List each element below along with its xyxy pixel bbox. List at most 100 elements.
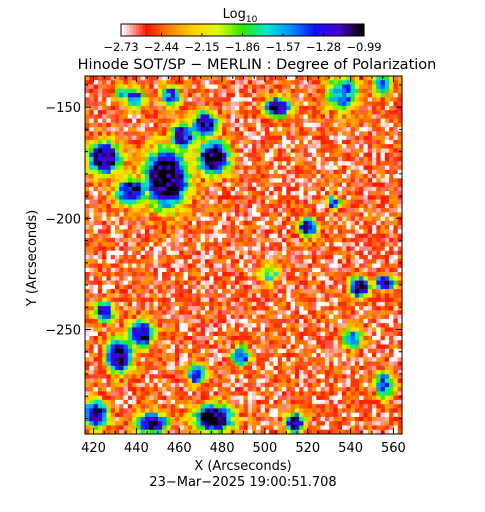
heatmap-cell bbox=[320, 148, 326, 154]
heatmap-cell bbox=[226, 280, 231, 286]
heatmap-cell bbox=[93, 318, 99, 324]
heatmap-cell bbox=[372, 348, 377, 354]
heatmap-cell bbox=[359, 186, 364, 192]
heatmap-cell bbox=[187, 250, 193, 256]
heatmap-cell bbox=[196, 289, 201, 294]
heatmap-cell bbox=[273, 208, 279, 213]
heatmap-cell bbox=[333, 335, 339, 341]
heatmap-cell bbox=[329, 259, 334, 264]
heatmap-cell bbox=[312, 284, 317, 290]
heatmap-cell bbox=[264, 169, 270, 175]
heatmap-cell bbox=[354, 284, 360, 290]
heatmap-cell bbox=[277, 88, 283, 94]
heatmap-cell bbox=[187, 135, 193, 141]
heatmap-cell bbox=[127, 212, 133, 217]
heatmap-cell bbox=[346, 220, 351, 226]
heatmap-cell bbox=[372, 276, 377, 281]
heatmap-cell bbox=[239, 114, 244, 119]
heatmap-cell bbox=[380, 229, 386, 234]
heatmap-cell bbox=[389, 208, 394, 213]
heatmap-cell bbox=[213, 186, 219, 192]
heatmap-cell bbox=[243, 105, 249, 111]
heatmap-cell bbox=[174, 97, 180, 102]
heatmap-cell bbox=[247, 182, 253, 188]
heatmap-cell bbox=[324, 156, 330, 162]
heatmap-cell bbox=[363, 310, 369, 315]
heatmap-cell bbox=[230, 139, 236, 145]
heatmap-cell bbox=[346, 233, 351, 239]
heatmap-cell bbox=[294, 259, 300, 264]
heatmap-cell bbox=[119, 191, 124, 196]
heatmap-cell bbox=[93, 348, 99, 354]
colorbar-cell bbox=[289, 24, 293, 36]
heatmap-cell bbox=[243, 233, 249, 239]
heatmap-cell bbox=[149, 284, 154, 290]
heatmap-cell bbox=[363, 208, 369, 213]
heatmap-cell bbox=[110, 280, 116, 286]
heatmap-cell bbox=[393, 323, 399, 328]
heatmap-cell bbox=[102, 335, 107, 341]
heatmap-cell bbox=[110, 135, 116, 141]
heatmap-cell bbox=[342, 272, 347, 277]
heatmap-cell bbox=[359, 182, 364, 188]
heatmap-cell bbox=[354, 318, 360, 324]
heatmap-cell bbox=[110, 169, 116, 175]
colorbar-cell bbox=[154, 24, 158, 36]
heatmap-cell bbox=[324, 327, 330, 333]
heatmap-cell bbox=[196, 220, 201, 226]
heatmap-cell bbox=[303, 246, 309, 252]
heatmap-cell bbox=[93, 101, 99, 107]
heatmap-cell bbox=[282, 276, 287, 281]
heatmap-cell bbox=[252, 353, 257, 358]
heatmap-cell bbox=[290, 344, 296, 350]
heatmap-cell bbox=[97, 144, 103, 149]
heatmap-cell bbox=[286, 314, 291, 320]
heatmap-cell bbox=[119, 284, 124, 290]
heatmap-cell bbox=[277, 131, 283, 136]
heatmap-cell bbox=[97, 131, 103, 136]
heatmap-cell bbox=[376, 148, 381, 154]
heatmap-cell bbox=[384, 76, 390, 81]
heatmap-cell bbox=[114, 80, 120, 85]
heatmap-cell bbox=[102, 97, 107, 102]
heatmap-cell bbox=[333, 272, 339, 277]
heatmap-cell bbox=[179, 280, 184, 286]
heatmap-cell bbox=[192, 131, 197, 136]
heatmap-cell bbox=[354, 276, 360, 281]
heatmap-cell bbox=[144, 267, 150, 273]
heatmap-cell bbox=[162, 169, 167, 175]
heatmap-cell bbox=[397, 131, 403, 136]
heatmap-cell bbox=[277, 135, 283, 141]
heatmap-cell bbox=[350, 144, 356, 149]
heatmap-cell bbox=[149, 212, 154, 217]
heatmap-cell bbox=[286, 259, 291, 264]
heatmap-cell bbox=[213, 314, 219, 320]
heatmap-cell bbox=[226, 76, 231, 81]
heatmap-cell bbox=[256, 178, 261, 183]
heatmap-cell bbox=[162, 276, 167, 281]
heatmap-cell bbox=[337, 127, 343, 132]
heatmap-cell bbox=[264, 208, 270, 213]
heatmap-cell bbox=[354, 212, 360, 217]
heatmap-cell bbox=[97, 229, 103, 234]
heatmap-cell bbox=[372, 174, 377, 179]
heatmap-cell bbox=[144, 203, 150, 209]
heatmap-cell bbox=[324, 139, 330, 145]
heatmap-cell bbox=[350, 340, 356, 345]
heatmap-cell bbox=[196, 186, 201, 192]
heatmap-cell bbox=[136, 174, 141, 179]
heatmap-cell bbox=[389, 148, 394, 154]
heatmap-cell bbox=[256, 216, 261, 222]
heatmap-cell bbox=[187, 144, 193, 149]
heatmap-cell bbox=[187, 255, 193, 260]
heatmap-cell bbox=[106, 144, 111, 149]
heatmap-cell bbox=[127, 255, 133, 260]
heatmap-cell bbox=[136, 348, 141, 354]
heatmap-cell bbox=[389, 220, 394, 226]
heatmap-cell bbox=[380, 242, 386, 247]
heatmap-cell bbox=[350, 220, 356, 226]
heatmap-cell bbox=[277, 237, 283, 243]
heatmap-cell bbox=[389, 101, 394, 107]
heatmap-cell bbox=[230, 306, 236, 311]
heatmap-cell bbox=[106, 293, 111, 298]
